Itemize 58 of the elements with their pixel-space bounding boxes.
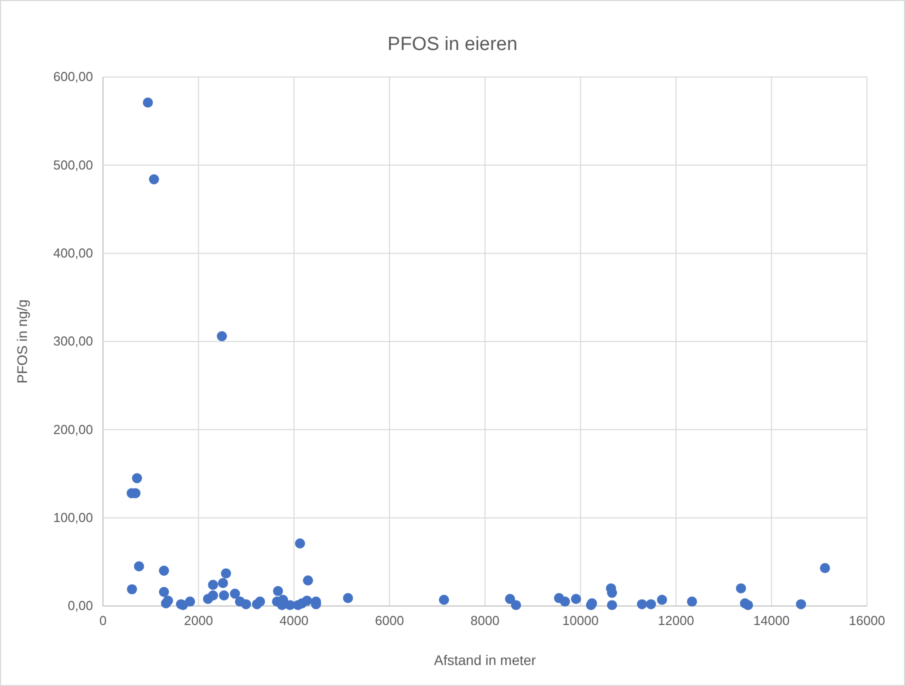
x-tick-label: 2000 <box>184 613 213 628</box>
point <box>220 568 232 578</box>
point <box>606 600 618 610</box>
point <box>820 563 830 574</box>
chart-title: PFOS in eieren <box>388 34 518 55</box>
point <box>134 561 144 572</box>
x-tick-label: 0 <box>99 613 107 628</box>
point <box>438 594 450 605</box>
point <box>126 584 138 594</box>
x-axis-title: Afstand in meter <box>434 652 536 668</box>
y-tick-label: 500,00 <box>53 157 93 172</box>
point <box>510 600 522 610</box>
x-tick-label: 10000 <box>562 613 599 628</box>
point <box>184 596 196 607</box>
point <box>230 588 240 599</box>
x-tick-label: 12000 <box>658 613 694 628</box>
point <box>158 586 170 597</box>
point <box>560 596 570 607</box>
point <box>736 583 746 594</box>
point <box>302 596 312 606</box>
point <box>504 594 516 604</box>
point <box>646 599 656 610</box>
x-tick-label: 6000 <box>375 613 404 628</box>
y-tick-label: 200,00 <box>53 422 93 437</box>
point <box>142 98 153 108</box>
point <box>796 599 806 610</box>
point <box>254 596 266 607</box>
point <box>208 580 218 590</box>
point <box>202 594 214 604</box>
point <box>284 600 296 610</box>
y-tick-label: 0,00 <box>68 598 93 614</box>
point <box>218 578 228 588</box>
x-tick-label: 14000 <box>753 613 790 628</box>
x-tick-label: 8000 <box>470 613 500 628</box>
point <box>218 590 230 600</box>
x-tick-label: 4000 <box>280 613 308 628</box>
point <box>294 538 306 548</box>
y-tick-label: 400,00 <box>53 245 93 260</box>
point <box>162 596 174 606</box>
point <box>240 599 252 610</box>
point <box>342 593 354 604</box>
point <box>742 600 754 610</box>
y-tick-label: 600,00 <box>53 69 93 84</box>
point <box>686 596 698 607</box>
y-tick-label: 300,00 <box>53 334 93 349</box>
point <box>158 566 170 576</box>
x-tick-label: 16000 <box>848 613 886 628</box>
point <box>216 331 227 342</box>
y-axis-title: PFOS in ng/g <box>14 299 30 384</box>
point <box>656 594 668 605</box>
point <box>132 473 142 484</box>
point <box>606 588 618 598</box>
point <box>148 174 160 184</box>
point <box>636 599 648 610</box>
point <box>570 594 582 604</box>
y-tick-label: 100,00 <box>53 510 93 525</box>
point <box>302 575 314 586</box>
point <box>272 586 284 596</box>
